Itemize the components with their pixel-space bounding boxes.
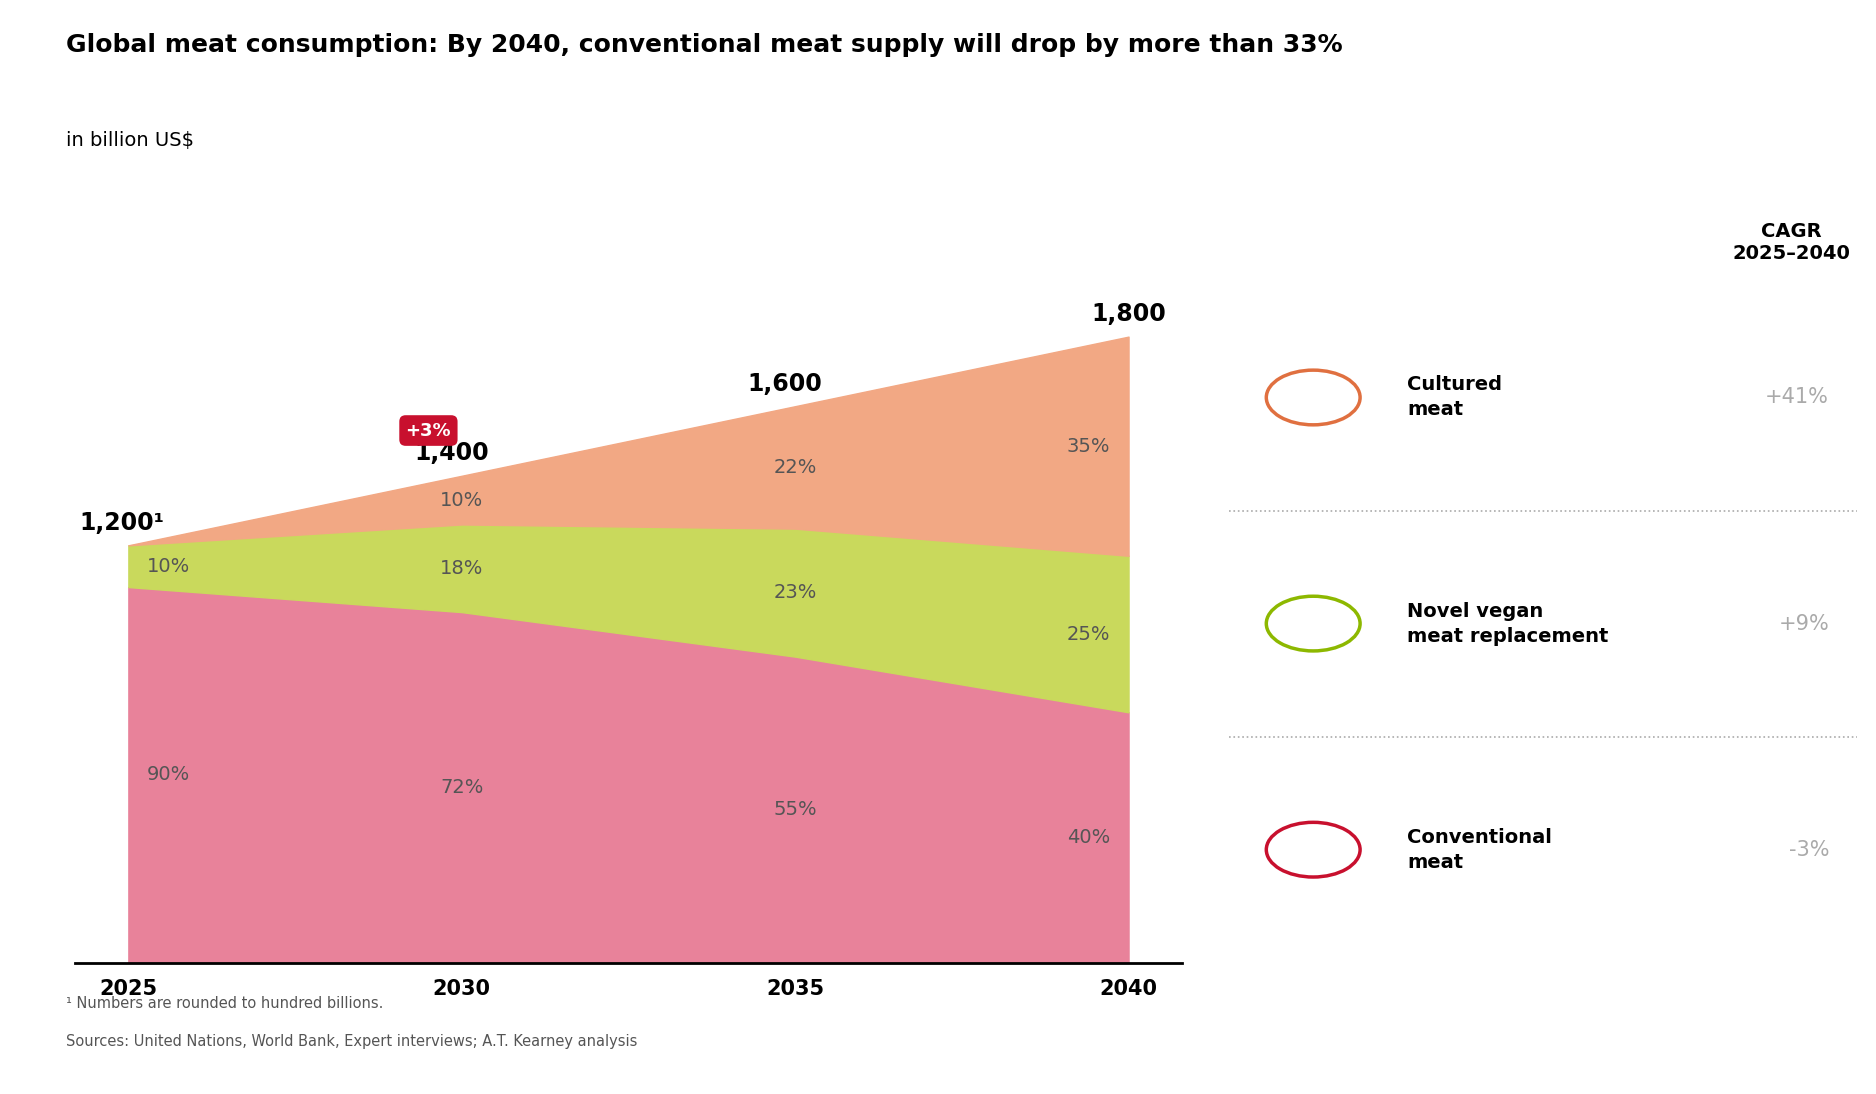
Text: 40%: 40%: [1067, 828, 1111, 847]
Text: +41%: +41%: [1765, 387, 1829, 407]
Text: 10%: 10%: [146, 557, 189, 575]
Text: CAGR
2025–2040: CAGR 2025–2040: [1733, 222, 1850, 263]
Text: 55%: 55%: [773, 800, 816, 819]
Text: ●: ●: [1294, 828, 1332, 871]
Text: ¹ Numbers are rounded to hundred billions.: ¹ Numbers are rounded to hundred billion…: [66, 996, 383, 1011]
Text: in billion US$: in billion US$: [66, 131, 193, 150]
Text: 90%: 90%: [146, 766, 189, 784]
Text: 35%: 35%: [1067, 437, 1111, 456]
Text: Sources: United Nations, World Bank, Expert interviews; A.T. Kearney analysis: Sources: United Nations, World Bank, Exp…: [66, 1034, 638, 1049]
Text: 10%: 10%: [441, 490, 484, 510]
Text: +3%: +3%: [405, 421, 452, 440]
Text: 22%: 22%: [773, 458, 816, 477]
Text: Conventional
meat: Conventional meat: [1407, 828, 1551, 872]
Text: -3%: -3%: [1788, 840, 1829, 860]
Text: ●: ●: [1294, 376, 1332, 419]
Text: 1,800: 1,800: [1092, 302, 1165, 326]
Text: 1,200¹: 1,200¹: [79, 511, 165, 535]
Text: ●: ●: [1294, 603, 1332, 644]
Text: 72%: 72%: [441, 778, 484, 796]
Text: +9%: +9%: [1778, 614, 1829, 633]
Text: Cultured
meat: Cultured meat: [1407, 375, 1503, 419]
Text: 23%: 23%: [773, 583, 816, 602]
Text: 1,600: 1,600: [749, 372, 822, 396]
Text: Novel vegan
meat replacement: Novel vegan meat replacement: [1407, 602, 1608, 645]
Text: 1,400: 1,400: [415, 441, 490, 465]
Text: 18%: 18%: [441, 559, 484, 578]
Text: 25%: 25%: [1067, 625, 1111, 643]
Text: Global meat consumption: By 2040, conventional meat supply will drop by more tha: Global meat consumption: By 2040, conven…: [66, 33, 1343, 57]
